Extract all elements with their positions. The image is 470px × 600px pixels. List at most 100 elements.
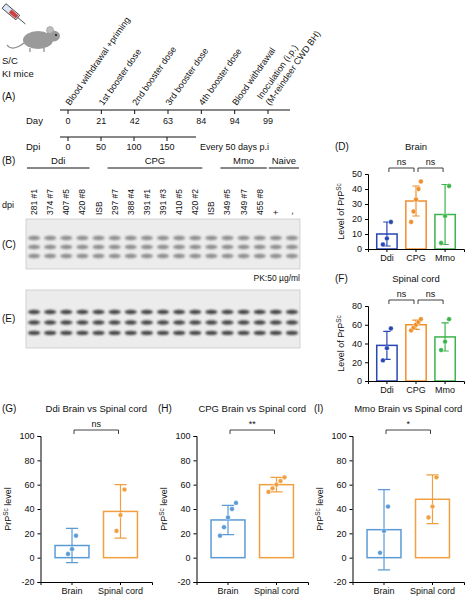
blot-image <box>26 219 300 269</box>
blot-band <box>44 320 56 324</box>
lane-label: 391 #3 <box>158 189 168 215</box>
chart-panel: (I)Mmo Brain vs Spinal cord-200204060801… <box>314 403 465 596</box>
tick-label: 150 <box>159 142 174 152</box>
blot-band <box>237 254 249 258</box>
tick: 0 <box>341 553 352 563</box>
tick-label: 20 <box>24 529 34 539</box>
blot-band <box>141 310 153 314</box>
tick-label: 40 <box>352 339 362 349</box>
tick: -20 <box>21 577 40 587</box>
panel-a: S/CKI mice(A)Blood withdrawal +priming1s… <box>2 4 322 152</box>
point <box>418 317 423 322</box>
y-axis-title-part: level <box>159 487 169 508</box>
bracket <box>418 168 443 172</box>
tick: Spinal cord <box>410 582 455 596</box>
point <box>270 486 275 491</box>
chart-panel: (G)Ddi Brain vs Spinal cord-200204060801… <box>2 403 153 596</box>
y-axis: 01020304050 <box>352 169 369 254</box>
tick: Mmo <box>435 249 455 263</box>
bracket <box>389 300 414 304</box>
point <box>443 214 448 219</box>
tick-label: 42 <box>130 116 140 126</box>
tick-mark <box>194 533 197 534</box>
blot-band <box>189 310 201 314</box>
blot-band <box>28 331 40 335</box>
tick-label: -20 <box>333 577 346 587</box>
tick-mark <box>365 174 368 175</box>
tick-label: 10 <box>352 229 362 239</box>
point <box>443 339 448 344</box>
tick-mark <box>38 436 41 437</box>
panel-label: (A) <box>2 91 15 102</box>
tick-label: Ddi <box>380 385 394 395</box>
tick-mark <box>38 509 41 510</box>
tick: 100 <box>19 431 40 441</box>
tick-label: 94 <box>230 116 240 126</box>
blot-band <box>92 245 104 249</box>
panel-label: (I) <box>314 403 323 414</box>
blot-band <box>28 236 40 240</box>
tick-label: 100 <box>19 431 34 441</box>
blot-band <box>28 245 40 249</box>
blot-band <box>286 320 298 324</box>
tick-label: 30 <box>352 199 362 209</box>
y-axis-title-part: PrP <box>159 516 169 531</box>
tick: Brain <box>62 582 83 596</box>
lane-label: ISB <box>206 201 216 215</box>
tick-mark <box>101 110 102 114</box>
x-axis: DdiCPGMmo <box>369 381 465 395</box>
tick-mark <box>228 582 229 585</box>
panel-label: (G) <box>2 403 16 414</box>
blot-band <box>92 331 104 335</box>
point <box>218 533 223 538</box>
tick: 80 <box>24 456 40 466</box>
blot-band <box>173 236 185 240</box>
axis-line <box>353 583 465 586</box>
tick: 50 <box>352 169 368 179</box>
tick-label: 21 <box>96 116 106 126</box>
axis-title: Day <box>26 115 43 126</box>
tick: 100 <box>331 431 352 441</box>
blot-band <box>125 245 137 249</box>
lane-label: - <box>287 212 297 215</box>
blot-band <box>60 245 72 249</box>
tick: 60 <box>352 320 368 330</box>
point <box>381 358 386 363</box>
event-text: Blood withdrawal +priming <box>63 15 132 107</box>
marks <box>211 475 293 558</box>
tick: Spinal cord <box>254 582 299 596</box>
lane-label: 391 #1 <box>142 189 152 215</box>
bracket <box>418 300 443 304</box>
tick-label: 100 <box>175 431 190 441</box>
tick-mark <box>194 509 197 510</box>
panel-b: (B)dpiDdiCPGMmoNaive281 #1374 #7407 #542… <box>2 155 299 215</box>
group-line <box>269 168 299 169</box>
blot-band <box>92 320 104 324</box>
tick-label: 20 <box>352 358 362 368</box>
blot-band <box>205 254 217 258</box>
tick: 30 <box>352 199 368 209</box>
blot-band <box>189 254 201 258</box>
blot-band <box>60 236 72 240</box>
point <box>114 529 119 534</box>
blot-band <box>270 254 282 258</box>
error-bar <box>66 528 78 562</box>
error-bar <box>383 331 390 359</box>
event-labels: Blood withdrawal +priming1st booster dos… <box>63 15 322 107</box>
blot-band <box>157 310 169 314</box>
bracket <box>386 430 430 434</box>
chart-title: Brain <box>405 141 427 152</box>
tick-label: 0 <box>65 142 70 152</box>
blot-band <box>173 320 185 324</box>
blot-band <box>141 245 153 249</box>
blot-band <box>141 254 153 258</box>
tick-mark <box>134 137 135 141</box>
chart-panel: (D)Brain01020304050DdiCPGMmoLevel of PrP… <box>335 141 465 263</box>
tick-label: 80 <box>180 456 190 466</box>
y-axis: -20020406080100 <box>331 431 353 587</box>
tick-mark <box>276 582 277 585</box>
lane-label: 455 #8 <box>255 189 265 215</box>
blot-band <box>270 310 282 314</box>
lane-label: 420 #2 <box>190 189 200 215</box>
tick-label: 100 <box>331 431 346 441</box>
